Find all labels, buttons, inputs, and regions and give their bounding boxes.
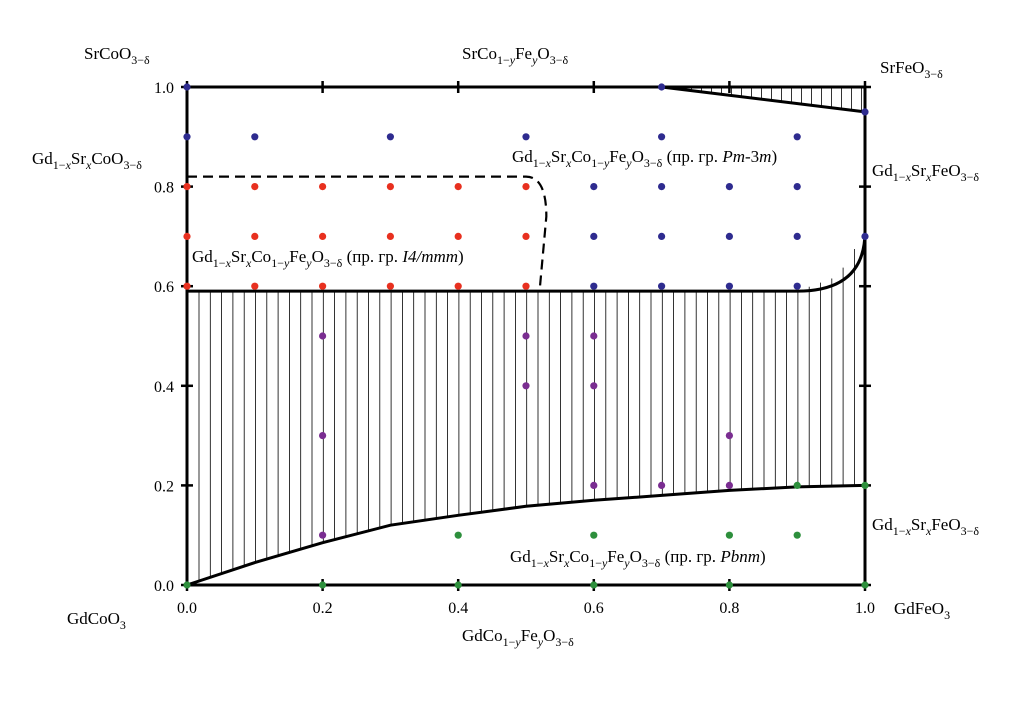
data-point-i4-mmm [251,282,259,290]
data-point-pm-3m [590,183,598,191]
data-point-pm-3m [522,133,530,141]
data-point-pm-3m [658,83,666,91]
data-point-pm-3m [793,232,801,240]
data-point-i4-mmm [251,183,259,191]
side-left-upper: Gd1−xSrxCoO3−δ [32,149,142,172]
data-point-two-phase [725,481,734,489]
data-point-i4-mmm [319,232,327,240]
data-point-pm-3m [861,108,869,116]
data-point-pm-3m [183,133,191,141]
y-tick-label: 1.0 [154,80,174,97]
data-point-pm-3m [590,232,598,240]
x-tick-label: 0.2 [313,600,333,617]
data-point-two-phase [319,531,327,539]
region-cubic-label: Gd1−xSrxCo1−yFeyO3−δ (пр. гр. Pm-3m) [512,147,777,170]
data-point-two-phase [725,432,734,440]
data-point-pm-3m [658,183,666,191]
boundary-srfe-top [661,85,866,114]
x-tick-label: 0.6 [584,600,604,617]
data-point-i4-mmm [183,232,191,240]
corner-bottom-right: GdFeO3 [894,599,950,622]
data-point-pbnm [183,581,191,589]
data-point-i4-mmm [319,282,327,290]
corner-top-center: SrCo1−yFeyO3−δ [462,44,568,67]
data-point-pm-3m [725,282,734,290]
data-point-i4-mmm [454,232,462,240]
y-tick-label: 0.2 [154,478,174,495]
data-point-pm-3m [725,232,734,240]
data-point-pm-3m [251,133,259,141]
data-point-pm-3m [658,232,666,240]
corner-bottom-left: GdCoO3 [67,609,126,632]
data-point-pbnm [861,481,869,489]
data-point-two-phase [319,332,327,340]
data-point-i4-mmm [386,232,394,240]
data-point-pm-3m [590,282,598,290]
data-point-i4-mmm [386,282,394,290]
side-right-upper: Gd1−xSrxFeO3−δ [872,161,979,184]
y-tick-label: 0.6 [154,279,174,296]
y-tick-label: 0.4 [154,379,174,396]
data-point-i4-mmm [522,183,530,191]
data-point-pbnm [725,581,734,589]
data-points [183,83,869,589]
data-point-i4-mmm [522,232,530,240]
data-point-two-phase [522,332,530,340]
data-point-pbnm [725,531,734,539]
data-point-two-phase [658,481,666,489]
data-point-pm-3m [386,133,394,141]
corner-top-left: SrCoO3−δ [84,44,150,67]
region-orthorhombic-label: Gd1−xSrxCo1−yFeyO3−δ (пр. гр. Pbnm) [510,547,766,570]
data-point-pm-3m [793,133,801,141]
data-point-pm-3m [725,183,734,191]
y-tick-label: 0.0 [154,578,174,595]
data-point-pm-3m [658,133,666,141]
data-point-i4-mmm [183,282,191,290]
data-point-pm-3m [793,183,801,191]
data-point-two-phase [590,382,598,390]
data-point-pbnm [454,581,462,589]
plot-frame [185,85,867,587]
data-point-pm-3m [658,282,666,290]
data-point-pbnm [861,581,869,589]
x-tick-label: 1.0 [855,600,875,617]
data-point-pm-3m [861,232,869,240]
region-tetragonal-label: Gd1−xSrxCo1−yFeyO3−δ (пр. гр. I4/mmm) [192,247,464,270]
boundary-orthorhombic [186,483,866,587]
data-point-two-phase [590,481,598,489]
data-point-two-phase [319,432,327,440]
data-point-pbnm [793,531,801,539]
data-point-pm-3m [793,282,801,290]
x-tick-label: 0.4 [448,600,468,617]
x-tick-label: 0.8 [719,600,739,617]
data-point-pbnm [590,531,598,539]
data-point-pbnm [319,581,327,589]
y-tick-label: 0.8 [154,180,174,197]
data-point-i4-mmm [386,183,394,191]
data-point-i4-mmm [319,183,327,191]
data-point-i4-mmm [522,282,530,290]
x-tick-label: 0.0 [177,600,197,617]
data-point-pbnm [454,531,462,539]
data-point-pbnm [590,581,598,589]
data-point-i4-mmm [251,232,259,240]
data-point-two-phase [522,382,530,390]
data-point-pm-3m [183,83,191,91]
data-point-i4-mmm [454,282,462,290]
data-point-i4-mmm [183,183,191,191]
boundary-tetragonal-dashed [187,175,548,292]
data-point-two-phase [590,332,598,340]
side-right-lower: Gd1−xSrxFeO3−δ [872,515,979,538]
corner-top-right: SrFeO3−δ [880,58,943,81]
data-point-pbnm [793,481,801,489]
x-axis-label: GdCo1−yFeyO3−δ [462,626,574,649]
data-point-i4-mmm [454,183,462,191]
